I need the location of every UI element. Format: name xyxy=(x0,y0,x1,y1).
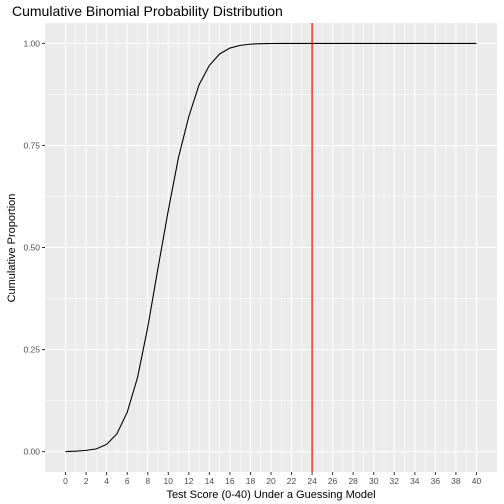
x-axis-title: Test Score (0-40) Under a Guessing Model xyxy=(166,489,375,501)
x-tick-label: 18 xyxy=(246,476,256,486)
x-tick-label: 20 xyxy=(266,476,276,486)
x-tick-label: 26 xyxy=(328,476,338,486)
x-tick-label: 4 xyxy=(104,476,109,486)
x-tick-label: 30 xyxy=(369,476,379,486)
x-tick-label: 34 xyxy=(410,476,420,486)
x-tick-label: 32 xyxy=(390,476,400,486)
x-tick-label: 40 xyxy=(472,476,482,486)
x-tick-label: 6 xyxy=(125,476,130,486)
y-tick-label: 1.00 xyxy=(23,38,40,48)
y-axis-ticks: 0.00 0.25 0.50 0.75 1.00 xyxy=(23,38,45,456)
x-tick-label: 36 xyxy=(431,476,441,486)
chart-title: Cumulative Binomial Probability Distribu… xyxy=(12,3,283,19)
y-tick-label: 0.00 xyxy=(23,447,40,457)
x-tick-label: 24 xyxy=(307,476,317,486)
x-tick-label: 0 xyxy=(63,476,68,486)
y-tick-label: 0.50 xyxy=(23,243,40,253)
x-tick-label: 16 xyxy=(225,476,235,486)
x-tick-label: 28 xyxy=(348,476,358,486)
x-tick-label: 2 xyxy=(84,476,89,486)
y-tick-label: 0.75 xyxy=(23,140,40,150)
x-tick-label: 10 xyxy=(164,476,174,486)
x-tick-label: 38 xyxy=(451,476,461,486)
x-tick-label: 14 xyxy=(205,476,215,486)
y-axis-title: Cumulative Proportion xyxy=(6,194,18,303)
x-axis-ticks: 0 2 4 6 8 10 12 14 16 18 20 22 24 26 28 30 32 34 36 38 40 xyxy=(63,472,481,486)
x-tick-label: 8 xyxy=(145,476,150,486)
y-tick-label: 0.25 xyxy=(23,345,40,355)
x-tick-label: 12 xyxy=(184,476,194,486)
x-tick-label: 22 xyxy=(287,476,297,486)
